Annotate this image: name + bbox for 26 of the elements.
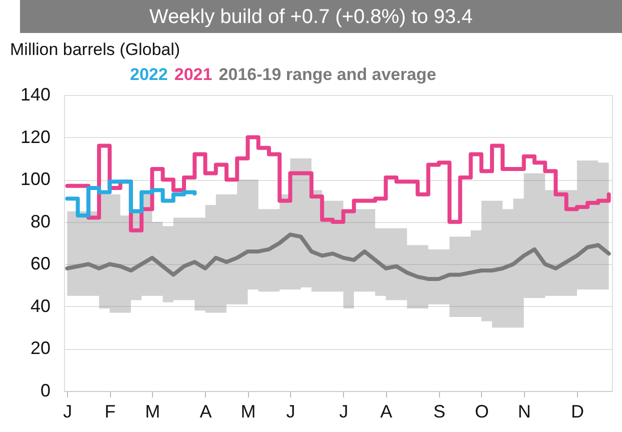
x-tick-label: M [145,402,160,422]
x-tick-label: D [570,402,584,422]
x-tick-label: J [63,402,72,422]
x-tick-label: F [104,402,116,422]
x-tick-label: O [474,402,489,422]
y-tick-label: 80 [30,211,50,232]
x-tick-label: M [240,402,256,422]
y-tick-label: 40 [30,296,50,316]
x-tick-label: N [518,402,531,422]
x-tick-label: S [433,402,446,422]
y-tick-label: 60 [30,254,50,274]
y-tick-label: 120 [20,126,50,147]
text: 2016-19 range and average [218,65,436,84]
chart-title: Weekly build of +0.7 (+0.8%) to 93.4 [149,6,473,28]
y-tick-label: 140 [20,84,50,104]
y-tick-label: 0 [40,380,50,400]
line-series [65,232,611,281]
y-axis-title: Million barrels (Global) [10,40,180,59]
text: 2022 [130,65,168,84]
x-tick-label: A [380,402,392,422]
y-tick-label: 100 [20,169,50,190]
y-tick-label: 20 [30,338,50,358]
x-tick-label: J [286,402,296,422]
text: 2021 [174,65,212,84]
x-tick-label: A [200,402,212,422]
x-tick-label: J [339,402,348,422]
